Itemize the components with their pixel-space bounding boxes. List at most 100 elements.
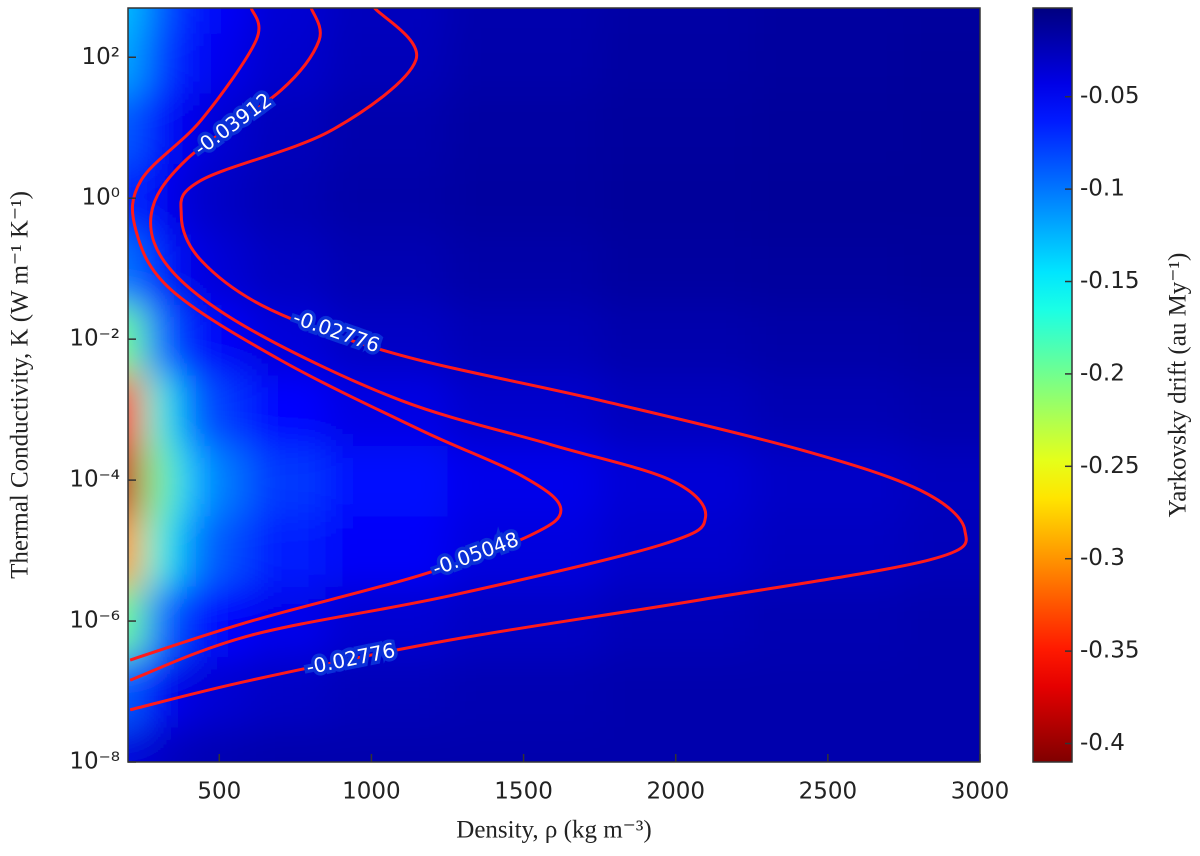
heat-cell [173, 374, 206, 446]
x-tick-label: 1500 [494, 779, 553, 805]
heat-cell [128, 32, 145, 94]
heat-cell [173, 92, 206, 164]
contour-line [129, 8, 968, 712]
heat-cell [751, 444, 905, 517]
contour-line [129, 8, 708, 682]
heat-cell [447, 374, 601, 446]
heat-cell [128, 515, 145, 587]
heat-cell [249, 162, 327, 235]
heat-cell [143, 726, 175, 762]
heat-cell [325, 444, 449, 517]
heat-cell [751, 32, 905, 94]
plot-frame [127, 7, 981, 763]
heat-cell [204, 162, 251, 235]
heat-cell [599, 92, 753, 164]
heat-cell [249, 726, 327, 762]
heat-cell [751, 374, 905, 446]
heat-cell [173, 515, 206, 587]
heat-cell [751, 233, 905, 305]
colorbar [1032, 7, 1073, 763]
heat-cell [447, 303, 601, 376]
heat-cell [447, 8, 601, 34]
heat-cell [128, 233, 145, 305]
heat-cell [143, 162, 175, 235]
y-tick-label: 10² [82, 44, 121, 70]
heat-cell [143, 444, 175, 517]
heat-cell [204, 726, 251, 762]
heat-cell [143, 585, 175, 658]
heat-cell [143, 8, 175, 34]
heat-cell [903, 726, 980, 762]
heat-cell [325, 515, 449, 587]
heat-cell [903, 515, 980, 587]
heat-cell [751, 585, 905, 658]
heat-cell [903, 444, 980, 517]
heat-cell [447, 726, 601, 762]
colorbar-tick-label: -0.15 [1080, 268, 1140, 294]
heat-cell [128, 656, 145, 728]
heat-cell [447, 162, 601, 235]
heat-cell [447, 585, 601, 658]
heat-cell [173, 32, 206, 94]
heat-cell [903, 374, 980, 446]
heat-cell [325, 656, 449, 728]
x-tick-label: 3000 [951, 779, 1010, 805]
heat-cell [751, 8, 905, 34]
heat-cell [128, 585, 145, 658]
x-tick-label: 2000 [646, 779, 705, 805]
heatmap-cells [128, 8, 980, 762]
x-axis-label: Density, ρ (kg m⁻³) [456, 817, 651, 844]
heat-cell [599, 515, 753, 587]
heat-cell [249, 233, 327, 305]
heat-cell [143, 374, 175, 446]
contour-line [129, 8, 563, 662]
colorbar-tick-label: -0.25 [1080, 453, 1140, 479]
heat-cell [204, 444, 251, 517]
heat-cell [903, 303, 980, 376]
heat-cell [447, 233, 601, 305]
colorbar-tick-label: -0.2 [1080, 360, 1125, 386]
x-tick-label: 1000 [342, 779, 401, 805]
heat-cell [204, 656, 251, 728]
heat-cell [249, 515, 327, 587]
colorbar-tick-label: -0.35 [1080, 638, 1140, 664]
heat-cell [903, 162, 980, 235]
heat-cell [599, 32, 753, 94]
heat-cell [325, 233, 449, 305]
heat-cell [903, 585, 980, 658]
heat-cell [599, 374, 753, 446]
heat-cell [447, 656, 601, 728]
heat-cell [903, 32, 980, 94]
x-tick-label: 500 [197, 779, 241, 805]
colorbar-tick-label: -0.4 [1080, 730, 1125, 756]
heat-cell [903, 92, 980, 164]
heat-cell [751, 92, 905, 164]
heat-cell [599, 233, 753, 305]
heat-cell [325, 92, 449, 164]
heat-cell [599, 656, 753, 728]
heat-cell [599, 726, 753, 762]
colorbar-label: Yarkovsky drift (au My⁻¹) [1165, 253, 1192, 518]
heat-cell [249, 374, 327, 446]
heat-cell [751, 656, 905, 728]
colorbar-tick-label: -0.3 [1080, 545, 1125, 571]
heat-cell [128, 8, 145, 34]
heat-cell [447, 92, 601, 164]
colorbar-tick-label: -0.05 [1080, 83, 1140, 109]
colorbar-tick-label: -0.1 [1080, 176, 1125, 202]
y-tick-label: 10⁰ [82, 185, 121, 211]
heat-cell [173, 585, 206, 658]
heat-cell [447, 444, 601, 517]
heat-cell [143, 515, 175, 587]
heat-cell [173, 303, 206, 376]
heat-cell [325, 8, 449, 34]
heat-cell [143, 92, 175, 164]
y-tick-label: 10⁻⁴ [69, 467, 120, 493]
heat-cell [903, 233, 980, 305]
heat-cell [599, 162, 753, 235]
heat-cell [325, 32, 449, 94]
heat-cell [751, 162, 905, 235]
heat-cell [128, 444, 145, 517]
heat-cell [599, 8, 753, 34]
heat-cell [599, 585, 753, 658]
